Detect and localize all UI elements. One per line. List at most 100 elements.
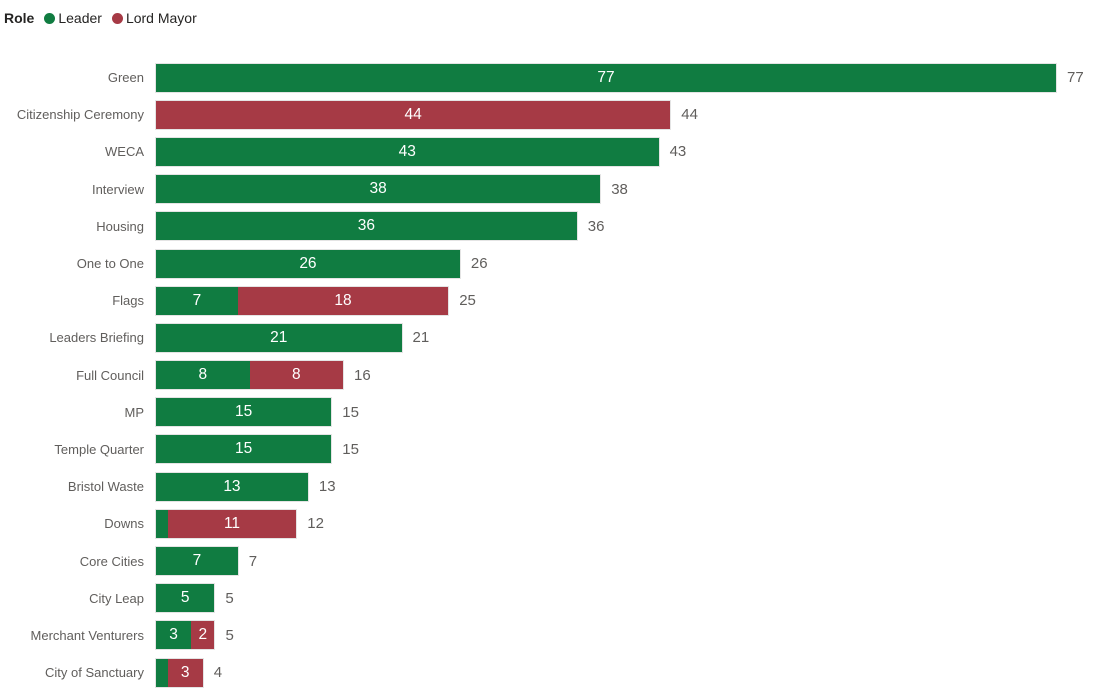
legend-item-label: Lord Mayor: [125, 10, 197, 26]
bar-segment-leader[interactable]: 15: [156, 435, 332, 464]
total-label: 5: [225, 626, 234, 644]
total-label: 16: [354, 366, 371, 384]
chart-row: Temple Quarter 15 15: [0, 431, 1100, 468]
segment-value-label: 15: [235, 440, 253, 458]
total-label: 13: [318, 478, 336, 496]
bar-stack: 77: [155, 62, 1057, 93]
category-label: Leaders Briefing: [49, 330, 144, 346]
bar-stack: 13: [155, 471, 309, 502]
total-label: 36: [587, 217, 605, 235]
total-label: 21: [412, 329, 430, 347]
category-label: Merchant Venturers: [30, 627, 144, 643]
bar-area: 15 15: [154, 397, 1100, 428]
bar-stack: 15: [154, 434, 333, 465]
segment-value-label: 26: [299, 254, 317, 272]
bar-segment-leader[interactable]: 3: [156, 621, 192, 650]
bar-stack: 7: [155, 546, 239, 577]
category-label: City Leap: [89, 590, 144, 606]
bar-area: 26 26: [155, 248, 1100, 279]
bar-segment-leader[interactable]: 8: [156, 361, 250, 390]
chart-row: Citizenship Ceremony 44 44: [0, 96, 1100, 133]
bar-area: 43 43: [155, 136, 1100, 167]
bar-segment-lord-mayor[interactable]: 8: [249, 361, 343, 390]
bar-segment-leader[interactable]: 5: [156, 584, 215, 613]
total-label: 77: [1067, 69, 1084, 87]
bar-stack: 21: [155, 322, 403, 353]
bar-segment-leader[interactable]: [156, 658, 168, 687]
category-label: Temple Quarter: [54, 441, 144, 457]
bar-segment-lord-mayor[interactable]: 3: [167, 658, 203, 687]
category-label: City of Sanctuary: [45, 665, 144, 681]
segment-value-label: 18: [334, 291, 352, 309]
legend-item-lord-mayor[interactable]: Lord Mayor: [111, 10, 197, 26]
bar-segment-leader[interactable]: 36: [156, 212, 577, 241]
chart-row: Interview 38 38: [0, 171, 1100, 208]
segment-value-label: 36: [357, 217, 376, 235]
chart-row: WECA 43 43: [0, 133, 1100, 170]
chart-row: City Leap 5 5: [0, 580, 1100, 617]
category-label: One to One: [76, 256, 144, 272]
bar-segment-leader[interactable]: 38: [156, 175, 601, 204]
total-label: 38: [611, 180, 628, 198]
category-label: Housing: [96, 218, 144, 234]
bar-segment-leader[interactable]: [156, 509, 168, 538]
category-label: Full Council: [76, 367, 144, 383]
lord-mayor-dot-icon: [111, 12, 123, 24]
bar-segment-leader[interactable]: 77: [156, 63, 1056, 92]
bar-stack: 7 18: [154, 285, 450, 316]
segment-value-label: 3: [180, 663, 190, 681]
segment-value-label: 2: [198, 626, 208, 644]
category-label: WECA: [105, 144, 144, 160]
category-label: Citizenship Ceremony: [16, 107, 144, 123]
bar-area: 7 18 25: [154, 285, 1100, 316]
bar-segment-leader[interactable]: 13: [156, 472, 308, 501]
stacked-bar-chart: Green 77 77 Citizenship Ceremony 44 44 WECA 43 4…: [0, 59, 1100, 691]
bar-segment-leader[interactable]: 7: [156, 547, 238, 576]
segment-value-label: 44: [404, 105, 422, 123]
bar-segment-leader[interactable]: 43: [156, 137, 659, 166]
chart-row: Leaders Briefing 21 21: [0, 319, 1100, 356]
bar-segment-leader[interactable]: 15: [156, 398, 332, 427]
segment-value-label: 38: [369, 180, 387, 198]
segment-value-label: 21: [270, 328, 288, 346]
total-label: 12: [307, 515, 324, 533]
segment-value-label: 13: [223, 477, 241, 495]
bar-segment-lord-mayor[interactable]: 18: [237, 286, 449, 315]
segment-value-label: 43: [398, 142, 416, 160]
bar-stack: 36: [155, 211, 578, 242]
segment-value-label: 5: [180, 589, 190, 607]
bar-segment-lord-mayor[interactable]: 44: [156, 100, 671, 129]
segment-value-label: 8: [198, 366, 208, 384]
chart-row: Bristol Waste 13 13: [0, 468, 1100, 505]
bar-area: 13 13: [155, 471, 1100, 502]
bar-stack: 44: [154, 99, 672, 130]
category-label: Flags: [112, 293, 144, 309]
bar-segment-lord-mayor[interactable]: 2: [191, 621, 215, 650]
legend-title: Role: [4, 10, 35, 26]
bar-area: 44 44: [154, 99, 1100, 130]
segment-value-label: 11: [223, 514, 241, 532]
bar-stack: 3: [155, 657, 204, 688]
chart-row: MP 15 15: [0, 394, 1100, 431]
category-label: Interview: [91, 181, 144, 197]
bar-area: 15 15: [154, 434, 1100, 465]
bar-stack: 11: [154, 508, 298, 539]
bar-stack: 38: [154, 174, 602, 205]
bar-segment-lord-mayor[interactable]: 11: [167, 509, 297, 538]
bar-area: 21 21: [155, 322, 1100, 353]
chart-row: Flags 7 18 25: [0, 282, 1100, 319]
total-label: 15: [342, 403, 359, 421]
legend-item-leader[interactable]: Leader: [44, 10, 102, 26]
bar-segment-leader[interactable]: 7: [156, 286, 238, 315]
category-label: MP: [124, 404, 145, 420]
total-label: 25: [459, 292, 476, 310]
segment-value-label: 7: [192, 291, 202, 309]
bar-segment-leader[interactable]: 21: [156, 323, 402, 352]
total-label: 7: [248, 552, 258, 570]
bar-segment-leader[interactable]: 26: [156, 249, 460, 278]
bar-area: 38 38: [154, 174, 1100, 205]
